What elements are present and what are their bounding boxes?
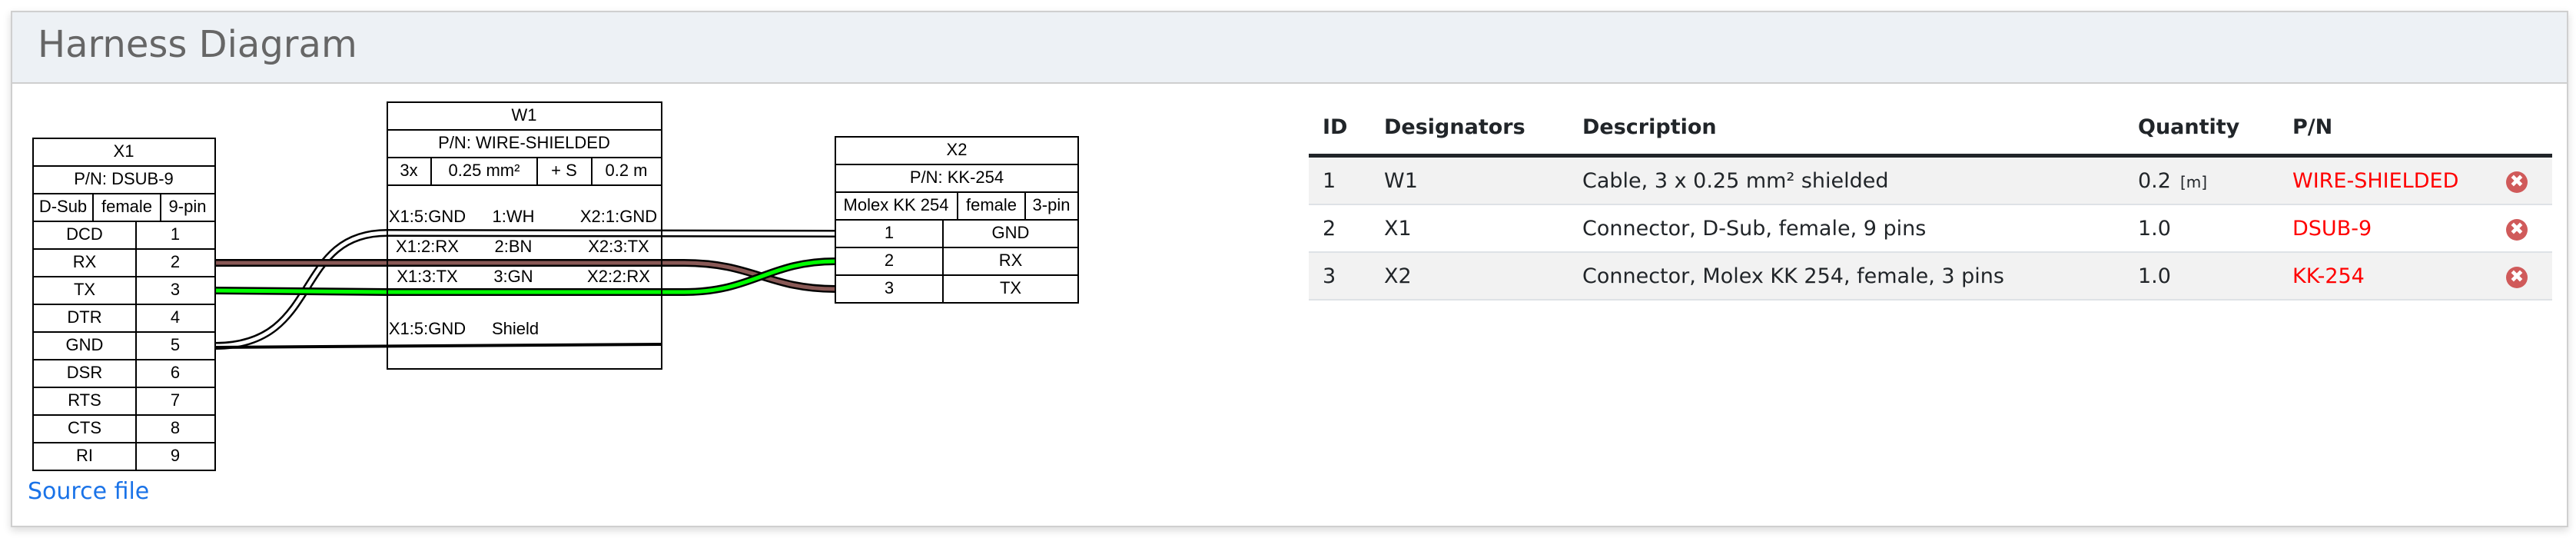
x1-pin-number: 1: [171, 224, 180, 244]
col-designators[interactable]: Designators: [1370, 100, 1569, 158]
x1-pin-label: RX: [73, 252, 97, 271]
x1-pin-number: 3: [171, 280, 180, 299]
bom-description: Connector, D-Sub, female, 9 pins: [1569, 204, 2124, 253]
bom-designators: X2: [1370, 252, 1569, 301]
bom-header-row: ID Designators Description Quantity P/N: [1309, 100, 2552, 158]
wire-right-label: X2:2:RX: [587, 267, 650, 286]
bom-qty-value: 1.0: [2138, 264, 2171, 288]
x1-pin-label: TX: [74, 280, 95, 299]
bom-quantity: 0.2 [m]: [2124, 155, 2279, 205]
remove-circle-icon[interactable]: ✖: [2506, 219, 2528, 241]
bom-row: 2 X1 Connector, D-Sub, female, 9 pins 1.…: [1309, 204, 2552, 253]
x1-pin-label: RTS: [68, 390, 101, 410]
x2-pin-label: RX: [999, 251, 1023, 270]
col-pn[interactable]: P/N: [2279, 100, 2492, 158]
bom-quantity: 1.0: [2124, 204, 2279, 253]
page-title: Harness Diagram: [38, 23, 357, 66]
harness-diagram: X1 P/N: DSUB-9 D-Sub female 9-pin DCD 1 RX 2 TX 3 D…: [32, 101, 1079, 471]
w1-count: 3x: [400, 161, 417, 180]
bom-description: Cable, 3 x 0.25 mm² shielded: [1569, 155, 2124, 205]
x1-gender: female: [101, 197, 152, 216]
bom-row: 3 X2 Connector, Molex KK 254, female, 3 …: [1309, 252, 2552, 301]
x1-pincount: 9-pin: [169, 197, 207, 216]
wire-left-label: X1:5:GND: [389, 207, 466, 226]
x2-pin-label: TX: [1000, 278, 1021, 297]
x2-name: X2: [947, 140, 968, 159]
remove-circle-icon[interactable]: ✖: [2506, 171, 2528, 193]
w1-length: 0.2 m: [605, 161, 647, 180]
wire-right-label: X2:3:TX: [588, 237, 649, 256]
x1-pin-number: 5: [171, 335, 180, 354]
wire-bn: [215, 261, 836, 291]
wire-right-label: X2:1:GND: [580, 207, 657, 226]
bom-designators: W1: [1370, 155, 1569, 205]
x1-name: X1: [114, 141, 134, 161]
x1-pin-label: CTS: [68, 418, 101, 437]
x1-pin-label: GND: [66, 335, 104, 354]
x1-pin-label: DCD: [66, 224, 103, 244]
x2-pincount: 3-pin: [1033, 195, 1071, 214]
shield-wire: [214, 343, 662, 349]
x2-pin-number: 2: [885, 251, 894, 270]
bom-actions: ✖: [2492, 204, 2552, 253]
x2-pin-number: 1: [885, 223, 894, 242]
bom-description: Connector, Molex KK 254, female, 3 pins: [1569, 252, 2124, 301]
wire-color-label: 2:BN: [495, 237, 533, 256]
bom-id: 3: [1309, 252, 1370, 301]
x1-pin-number: 2: [171, 252, 180, 271]
x1-pin-number: 7: [171, 390, 180, 410]
shield-left-label: X1:5:GND: [389, 319, 466, 338]
bom-id: 1: [1309, 155, 1370, 205]
bom-pn: WIRE-SHIELDED: [2279, 155, 2492, 205]
bom-pn: KK-254: [2279, 252, 2492, 301]
x1-pn: P/N: DSUB-9: [74, 169, 174, 188]
w1-gauge: 0.25 mm²: [449, 161, 520, 180]
bom-quantity: 1.0: [2124, 252, 2279, 301]
wires: [214, 228, 836, 350]
col-actions: [2492, 100, 2552, 158]
w1-pn: P/N: WIRE-SHIELDED: [438, 133, 610, 152]
x1-pin-label: DTR: [67, 307, 101, 327]
x2-gender: female: [966, 195, 1017, 214]
x1-pin-label: RI: [76, 446, 93, 465]
x1-pin-number: 6: [171, 363, 180, 382]
remove-circle-icon[interactable]: ✖: [2506, 267, 2528, 288]
bom-designators: X1: [1370, 204, 1569, 253]
wire-left-label: X1:2:RX: [396, 237, 459, 256]
x2-pin-number: 3: [885, 278, 894, 297]
cable-w1: [387, 101, 662, 370]
bom-pn: DSUB-9: [2279, 204, 2492, 253]
w1-name: W1: [512, 105, 537, 125]
x1-pin-number: 4: [171, 307, 180, 327]
bom-qty-value: 1.0: [2138, 216, 2171, 241]
x2-pn: P/N: KK-254: [910, 168, 1004, 187]
wire-left-label: X1:3:TX: [397, 267, 458, 286]
bom-row: 1 W1 Cable, 3 x 0.25 mm² shielded 0.2 [m]…: [1309, 155, 2552, 205]
bom-qty-unit: [m]: [2179, 172, 2208, 191]
bom-id: 2: [1309, 204, 1370, 253]
x2-type: Molex KK 254: [844, 195, 949, 214]
x1-type: D-Sub: [39, 197, 87, 216]
col-quantity[interactable]: Quantity: [2124, 100, 2279, 158]
x1-pin-label: DSR: [67, 363, 102, 382]
x1-pin-number: 8: [171, 418, 180, 437]
bom-actions: ✖: [2492, 155, 2552, 205]
bom-table: ID Designators Description Quantity P/N …: [1309, 100, 2552, 301]
wire-wh: [214, 231, 836, 348]
col-id[interactable]: ID: [1309, 100, 1370, 158]
x1-pin-number: 9: [171, 446, 180, 465]
wire-color-label: 3:GN: [493, 267, 533, 286]
x2-pin-label: GND: [992, 223, 1030, 242]
bom-actions: ✖: [2492, 252, 2552, 301]
bom-qty-value: 0.2: [2138, 168, 2171, 193]
card-header: Harness Diagram: [12, 12, 2567, 84]
wire-color-label: 1:WH: [493, 207, 535, 226]
col-description[interactable]: Description: [1569, 100, 2124, 158]
wire-gn: [214, 259, 836, 294]
w1-shield: + S: [551, 161, 577, 180]
source-file-link[interactable]: Source file: [28, 478, 150, 505]
shield-label: Shield: [492, 319, 539, 338]
